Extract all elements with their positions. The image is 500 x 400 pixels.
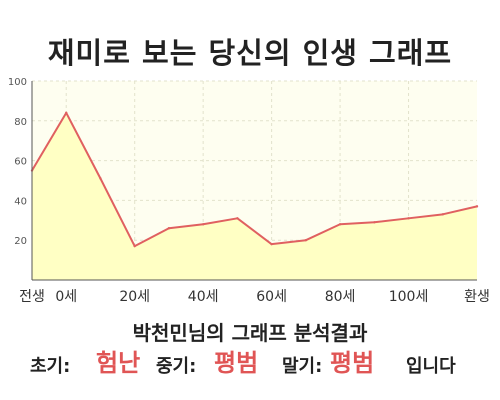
middle-label: 중기: — [156, 356, 197, 377]
area-fill — [32, 112, 477, 280]
page-title: 재미로 보는 당신의 인생 그래프 — [47, 36, 453, 70]
y-tick-label: 80 — [14, 117, 27, 128]
data-point — [167, 227, 171, 230]
x-tick-label: 0세 — [55, 289, 77, 305]
x-tick-label: 60세 — [256, 289, 287, 305]
y-tick-label: 60 — [14, 157, 27, 168]
data-point — [441, 213, 444, 216]
late-label: 말기: — [282, 356, 323, 377]
result-heading: 박천민님의 그래프 분석결과 — [132, 321, 368, 345]
x-tick-label: 40세 — [188, 289, 219, 305]
y-tick-label: 40 — [14, 196, 27, 207]
x-tick-label: 80세 — [325, 289, 356, 305]
y-tick-label: 20 — [14, 236, 27, 247]
middle-value: 평범 — [214, 349, 259, 377]
data-point — [236, 217, 239, 220]
data-point — [65, 111, 68, 115]
result-summary: 초기: 험난 중기: 평범 말기: 평범 입니다 — [30, 346, 480, 386]
x-tick-label: 100세 — [389, 289, 429, 305]
x-tick-label: 20세 — [119, 289, 150, 305]
data-point — [338, 223, 342, 226]
series-line — [31, 111, 478, 248]
y-tick-label: 100 — [8, 77, 27, 88]
ending-text: 입니다 — [406, 356, 456, 377]
data-point — [407, 217, 410, 220]
data-point — [475, 205, 479, 208]
x-tick-label: 환생 — [464, 289, 490, 305]
data-point — [201, 223, 205, 226]
data-point — [133, 244, 136, 248]
early-label: 초기: — [30, 356, 71, 377]
data-point — [270, 242, 273, 246]
x-tick-label: 전생 — [19, 289, 45, 305]
data-point — [373, 221, 376, 224]
late-value: 평범 — [330, 349, 375, 377]
data-point — [99, 177, 102, 180]
early-value: 험난 — [96, 349, 141, 377]
data-point — [304, 239, 308, 242]
